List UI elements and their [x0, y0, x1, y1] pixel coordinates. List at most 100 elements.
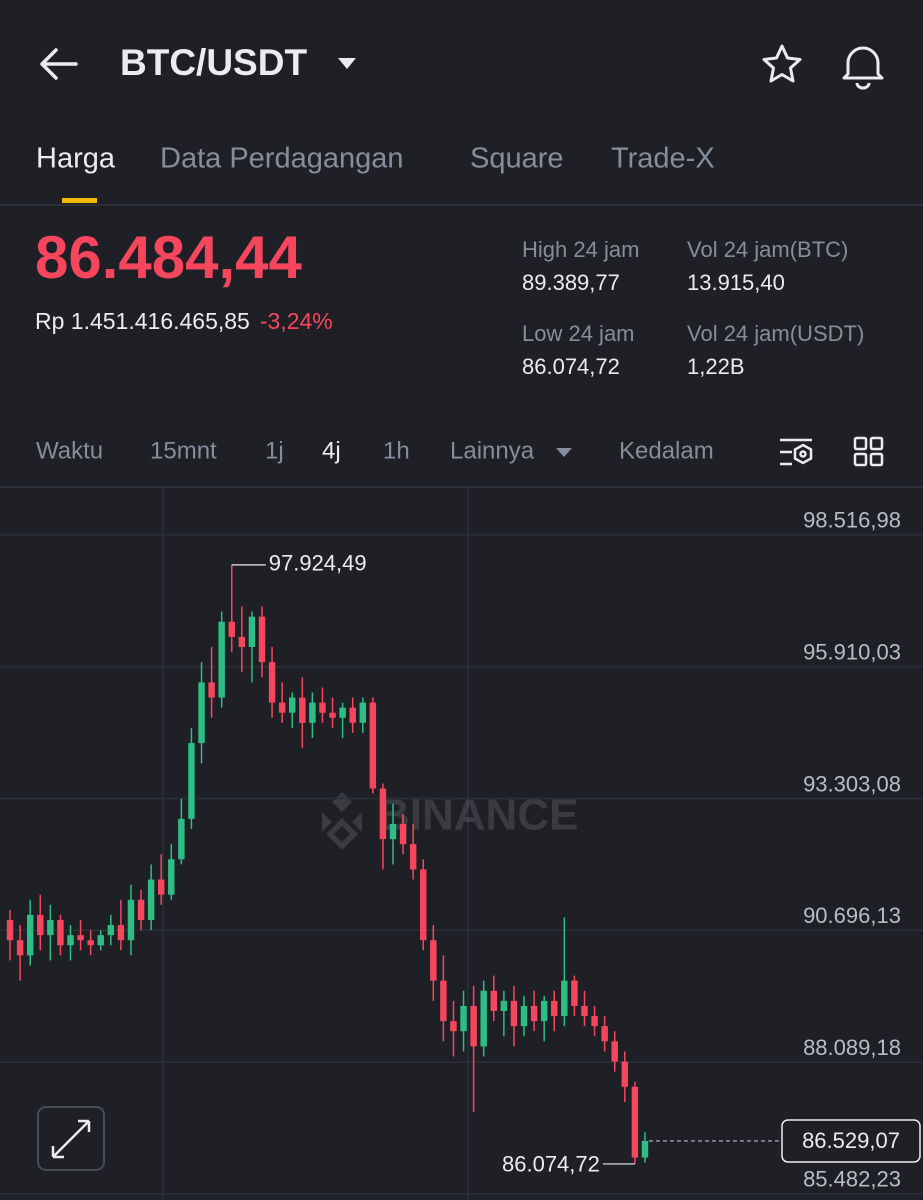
- layout-button[interactable]: [853, 436, 884, 467]
- tab-indicator: [62, 198, 97, 203]
- tab[interactable]: Square: [470, 143, 564, 175]
- candle-body: [127, 899, 135, 941]
- candle-body: [278, 702, 286, 713]
- candle-body: [329, 712, 336, 718]
- y-tick-label: 93.303,08: [803, 771, 901, 796]
- y-tick-label: 98.516,98: [803, 508, 901, 533]
- interval[interactable]: 1h: [383, 437, 410, 464]
- candle-body: [16, 940, 24, 956]
- candle-body: [430, 940, 437, 981]
- last-price: 86.484,44: [35, 224, 303, 291]
- candle-body: [198, 682, 205, 744]
- tab[interactable]: Harga: [36, 143, 116, 175]
- y-tick-label: 88.089,18: [803, 1035, 901, 1060]
- candle-body: [631, 1086, 639, 1158]
- last-price-box: [781, 1119, 921, 1163]
- pair-title[interactable]: BTC/USDT: [120, 42, 307, 83]
- tab[interactable]: Trade-X: [611, 143, 715, 175]
- y-tick-label: 85.482,23: [803, 1167, 901, 1192]
- stat-label: Vol 24 jam(USDT): [687, 321, 864, 346]
- idr-price: Rp 1.451.416.465,85: [35, 308, 250, 334]
- candle-body: [641, 1140, 649, 1158]
- notification-button[interactable]: [842, 46, 884, 90]
- candle-body: [470, 1005, 477, 1047]
- candle-body: [601, 1026, 608, 1042]
- candle-body: [480, 990, 487, 1047]
- candle-body: [571, 980, 578, 1006]
- more-dropdown[interactable]: [556, 448, 572, 457]
- candle-body: [289, 697, 296, 713]
- candle-body: [611, 1041, 618, 1062]
- expand-button[interactable]: [37, 1106, 105, 1171]
- candle-body: [258, 616, 266, 663]
- stat-value: 13.915,40: [687, 270, 785, 295]
- interval[interactable]: 15mnt: [150, 437, 217, 464]
- candle-body: [500, 1000, 508, 1011]
- candle-body: [97, 935, 104, 946]
- candle-body: [510, 1000, 518, 1027]
- candle-body: [561, 980, 568, 1017]
- candle-body: [6, 919, 14, 941]
- last-price-label: 86.529,07: [802, 1128, 900, 1153]
- settings-button[interactable]: [780, 438, 813, 466]
- tab[interactable]: Data Perdagangan: [160, 143, 403, 175]
- candle-body: [389, 823, 397, 840]
- stat-label: Low 24 jam: [522, 321, 635, 346]
- high-marker-label: 97.924,49: [269, 551, 367, 576]
- interval[interactable]: Lainnya: [450, 437, 535, 464]
- price-change: -3,24%: [260, 308, 333, 334]
- y-tick-label: 95.910,03: [803, 640, 901, 665]
- candle-body: [359, 702, 366, 723]
- candle-body: [520, 1005, 528, 1027]
- candle-body: [440, 980, 447, 1022]
- interval: Waktu: [36, 437, 103, 464]
- candle-body: [379, 788, 387, 840]
- candle-body: [551, 1000, 558, 1017]
- candle-body: [369, 702, 377, 789]
- candle-body: [450, 1021, 457, 1032]
- candle-body: [208, 682, 215, 698]
- candle-body: [248, 616, 256, 648]
- stat-label: High 24 jam: [522, 237, 639, 262]
- candle-body: [540, 1000, 548, 1022]
- candle-body: [188, 743, 195, 819]
- candle-body: [77, 935, 84, 941]
- candle-body: [581, 1005, 588, 1017]
- candle-body: [57, 919, 64, 946]
- candle-body: [339, 707, 346, 718]
- y-tick-label: 90.696,13: [803, 903, 901, 928]
- stat-value: 89.389,77: [522, 270, 620, 295]
- candle-body: [107, 925, 115, 936]
- stat-value: 86.074,72: [522, 354, 620, 379]
- interval[interactable]: 1j: [265, 437, 284, 464]
- candle-body: [299, 697, 306, 723]
- candle-body: [137, 899, 145, 920]
- pair-dropdown[interactable]: [338, 58, 356, 69]
- candle-body: [87, 940, 94, 946]
- candle-body: [530, 1005, 538, 1022]
- candle-body: [67, 935, 74, 946]
- candle-body: [117, 925, 125, 941]
- favorite-button[interactable]: [762, 44, 802, 83]
- candle-body: [147, 879, 155, 920]
- candlestick-chart: 98.516,98 95.910,03 93.303,08 90.696,13 88.0…: [0, 508, 923, 1195]
- candle-body: [409, 844, 417, 870]
- candle-body: [319, 702, 326, 713]
- candle-body: [309, 702, 316, 723]
- candle-body: [349, 707, 356, 723]
- candle-body: [268, 662, 276, 703]
- candle-body: [621, 1061, 629, 1087]
- candle-body: [228, 621, 235, 637]
- candle-body: [490, 990, 498, 1011]
- interval[interactable]: Kedalam: [619, 437, 714, 464]
- interval[interactable]: 4j: [322, 437, 341, 464]
- candle-body: [47, 919, 54, 936]
- candle-body: [218, 621, 225, 698]
- candle-body: [26, 914, 34, 956]
- candle-body: [178, 818, 185, 860]
- candle-body: [399, 823, 407, 845]
- stat-label: Vol 24 jam(BTC): [687, 237, 848, 262]
- back-button[interactable]: [40, 48, 78, 80]
